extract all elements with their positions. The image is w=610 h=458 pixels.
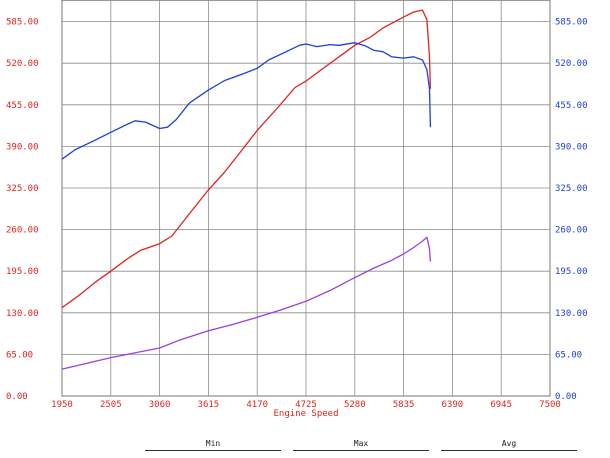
series-line-2 — [61, 42, 432, 160]
y-tick-label-left: 130.00 — [6, 309, 39, 319]
y-tick-label-right: 130.00 — [555, 309, 588, 319]
x-tick-label: 5835 — [393, 400, 415, 410]
y-tick-label-left: 325.00 — [6, 184, 39, 194]
x-tick-label: 6390 — [442, 400, 464, 410]
y-tick-label-right: 260.00 — [555, 226, 588, 236]
series-line-1 — [61, 9, 432, 309]
engine-speed-chart: 1950 2505 3060 3615 4170 4725 5280 5835 6390 6945… — [6, 0, 588, 419]
x-tick-label: 2505 — [100, 400, 122, 410]
legend-avg-header: Avg — [441, 438, 577, 451]
chart-ticks: 1950 2505 3060 3615 4170 4725 5280 5835 6390 6945… — [6, 18, 588, 410]
series-line-3 — [61, 236, 432, 370]
y-tick-label-left: 520.00 — [6, 59, 39, 69]
y-tick-label-left: 585.00 — [6, 18, 39, 28]
x-tick-label: 1950 — [51, 400, 73, 410]
y-tick-label-right: 585.00 — [555, 18, 588, 28]
legend-min-header: Min — [145, 438, 281, 451]
x-tick-label: 5280 — [344, 400, 366, 410]
y-tick-label-right: 65.00 — [555, 350, 582, 360]
y-tick-label-right: 195.00 — [555, 267, 588, 277]
x-tick-label: 3615 — [198, 400, 220, 410]
y-tick-label-right: 455.00 — [555, 101, 588, 111]
x-tick-label: 4725 — [295, 400, 317, 410]
y-tick-label-left: 65.00 — [6, 350, 33, 360]
y-tick-label-left: 455.00 — [6, 101, 39, 111]
x-axis-label: Engine Speed — [273, 409, 338, 419]
x-tick-label: 7500 — [539, 400, 561, 410]
x-tick-label: 3060 — [149, 400, 171, 410]
chart-series — [61, 9, 432, 370]
y-tick-label-right: 390.00 — [555, 142, 588, 152]
y-tick-label-right: 0.00 — [555, 392, 577, 402]
y-tick-label-left: 390.00 — [6, 142, 39, 152]
y-tick-label-left: 0.00 — [6, 392, 28, 402]
y-tick-label-left: 195.00 — [6, 267, 39, 277]
x-tick-label: 4170 — [246, 400, 268, 410]
x-tick-label: 6945 — [490, 400, 512, 410]
y-tick-label-right: 520.00 — [555, 59, 588, 69]
chart-grid — [61, 0, 551, 397]
y-tick-label-right: 325.00 — [555, 184, 588, 194]
legend-max-header: Max — [293, 438, 429, 451]
y-tick-label-left: 260.00 — [6, 226, 39, 236]
